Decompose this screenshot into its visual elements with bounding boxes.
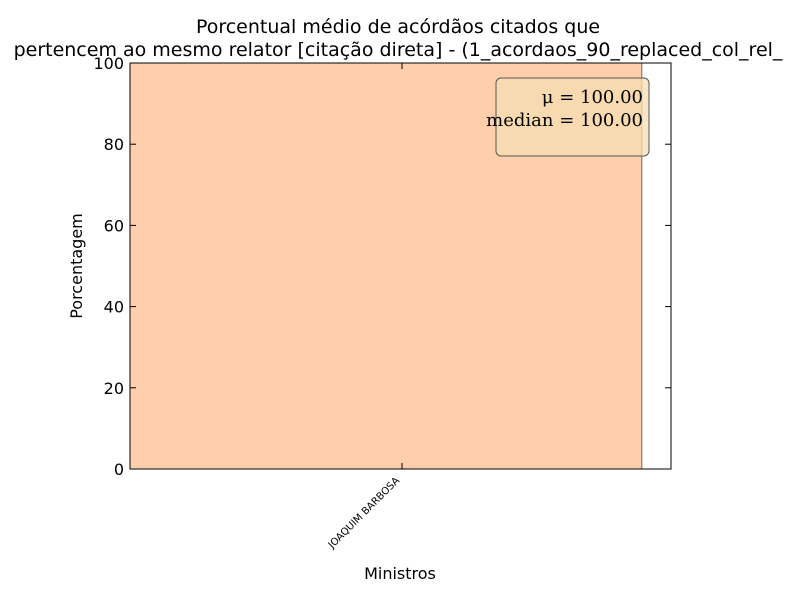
y-tick-label: 0 <box>114 460 124 479</box>
chart-title-line-2: pertencem ao mesmo relator [citação dire… <box>14 39 783 61</box>
stats-box-background <box>495 77 650 157</box>
x-axis-label: Ministros <box>364 564 436 583</box>
plot-area-frame <box>129 62 672 470</box>
y-axis-label: Porcentagem <box>67 213 86 319</box>
mean-annotation: μ = 100.00 <box>542 87 643 108</box>
y-tick-label: 60 <box>104 216 124 235</box>
chart-title: Porcentual médio de acórdãos citados que… <box>14 16 783 61</box>
y-tick-label: 80 <box>104 135 124 154</box>
y-axis: 0 20 40 60 80 100 <box>93 54 671 479</box>
y-tick-label: 40 <box>104 298 124 317</box>
y-tick-label: 100 <box>93 54 124 73</box>
y-tick-label: 20 <box>104 379 124 398</box>
chart-title-line-1: Porcentual médio de acórdãos citados que <box>196 16 600 38</box>
stats-box: μ = 100.00 median = 100.00 <box>486 77 650 157</box>
median-annotation: median = 100.00 <box>486 110 643 131</box>
x-tick-label: JOAQUIM BARBOSA <box>326 475 402 551</box>
